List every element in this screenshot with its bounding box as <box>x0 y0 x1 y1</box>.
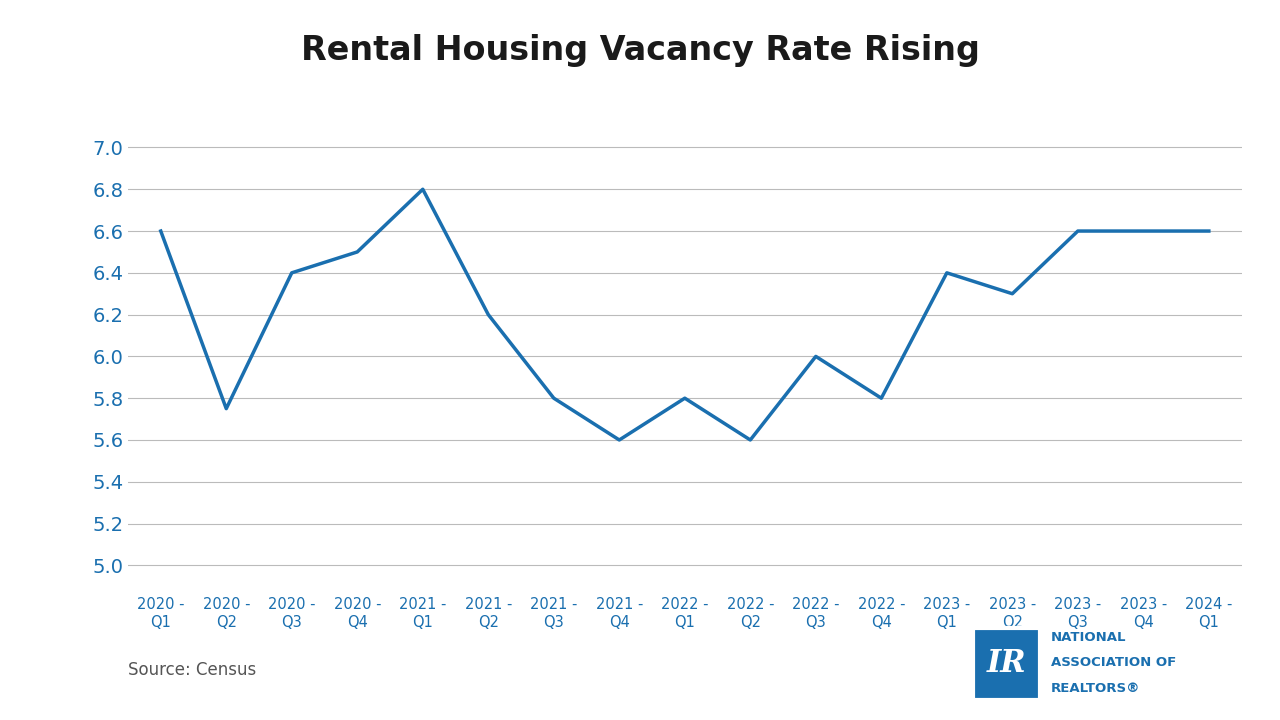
Text: Rental Housing Vacancy Rate Rising: Rental Housing Vacancy Rate Rising <box>301 34 979 67</box>
Text: REALTORS®: REALTORS® <box>1051 682 1140 695</box>
Text: Source: Census: Source: Census <box>128 661 256 678</box>
Bar <box>973 628 1039 700</box>
Text: IR: IR <box>987 648 1027 680</box>
Text: NATIONAL: NATIONAL <box>1051 631 1126 644</box>
Text: ASSOCIATION OF: ASSOCIATION OF <box>1051 656 1176 669</box>
